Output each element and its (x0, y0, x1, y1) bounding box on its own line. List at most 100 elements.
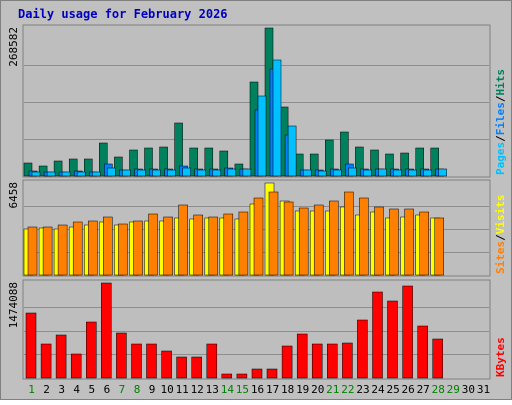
bar-sites-day-1 (27, 226, 38, 276)
bar-kbytes-day-23 (357, 319, 368, 379)
day-label-16: 16 (251, 383, 264, 396)
bar-kbytes-day-24 (372, 291, 383, 379)
bar-pages-day-23 (363, 169, 372, 177)
day-label-19: 19 (296, 383, 309, 396)
bar-pages-day-24 (378, 168, 387, 177)
legend-separator: / (494, 234, 507, 241)
bar-hits-day-22 (340, 131, 349, 177)
bar-kbytes-day-14 (221, 373, 233, 379)
bar-kbytes-day-21 (327, 343, 338, 379)
bar-sites-day-23 (359, 197, 369, 276)
bar-pages-day-18 (287, 125, 297, 177)
day-label-20: 20 (311, 383, 324, 396)
bar-hits-day-10 (159, 146, 168, 177)
bar-pages-day-10 (167, 169, 176, 177)
bar-kbytes-day-28 (432, 338, 443, 379)
bar-kbytes-day-11 (176, 356, 187, 379)
bar-kbytes-day-26 (402, 285, 413, 379)
bar-hits-day-2 (38, 165, 48, 177)
bar-hits-day-20 (309, 153, 319, 177)
bar-hits-day-26 (400, 152, 409, 177)
bar-sites-day-3 (57, 224, 68, 276)
bar-kbytes-day-13 (206, 343, 218, 379)
bar-sites-day-5 (88, 220, 98, 276)
legend-item-files: Files (494, 102, 507, 135)
bar-hits-day-8 (129, 149, 138, 177)
bar-sites-day-4 (72, 221, 83, 276)
bar-kbytes-day-16 (251, 368, 263, 379)
bar-sites-day-19 (298, 207, 309, 276)
max-label-kbytes: 1474088 (7, 282, 20, 328)
bar-sites-day-6 (103, 216, 113, 276)
bar-kbytes-day-2 (40, 343, 52, 379)
bar-hits-day-12 (189, 147, 198, 177)
bar-sites-day-16 (253, 197, 264, 276)
bar-pages-day-3 (61, 171, 71, 177)
bar-hits-day-4 (68, 158, 78, 177)
max-label-visits: 6458 (7, 182, 20, 209)
bar-sites-day-2 (42, 226, 53, 276)
bar-hits-day-1 (23, 162, 33, 177)
day-label-7: 7 (119, 383, 126, 396)
bar-sites-day-10 (163, 216, 173, 276)
bar-pages-day-5 (92, 171, 101, 177)
bar-kbytes-day-19 (296, 333, 308, 379)
day-label-3: 3 (58, 383, 65, 396)
bar-kbytes-day-27 (417, 325, 428, 379)
day-label-25: 25 (386, 383, 399, 396)
bar-sites-day-21 (329, 200, 339, 276)
day-label-18: 18 (281, 383, 294, 396)
bar-kbytes-day-7 (116, 332, 127, 379)
bar-kbytes-day-3 (55, 334, 67, 379)
bar-sites-day-12 (193, 214, 203, 276)
panel-kbytes: 1474088 KBytes (7, 279, 507, 380)
legend-item-pages: Pages (494, 142, 507, 175)
bar-hits-day-21 (325, 139, 334, 177)
chart-title: Daily usage for February 2026 (18, 7, 228, 21)
day-label-12: 12 (191, 383, 204, 396)
day-label-14: 14 (221, 383, 235, 396)
bar-pages-day-14 (227, 168, 237, 177)
bar-kbytes-day-25 (387, 300, 398, 379)
day-label-2: 2 (43, 383, 50, 396)
bar-pages-day-9 (152, 169, 161, 177)
bar-hits-day-3 (53, 160, 63, 177)
bar-sites-day-27 (419, 211, 429, 276)
bar-sites-day-11 (178, 204, 188, 276)
day-label-24: 24 (371, 383, 385, 396)
bar-pages-day-17 (272, 59, 282, 177)
bar-kbytes-day-15 (236, 373, 248, 379)
bar-hits-day-11 (174, 122, 183, 177)
day-label-1: 1 (28, 383, 35, 396)
bar-kbytes-day-10 (161, 350, 172, 379)
bar-pages-day-27 (423, 169, 432, 177)
bar-pages-day-7 (122, 169, 131, 177)
bar-pages-day-15 (242, 168, 252, 177)
day-label-30: 30 (462, 383, 475, 396)
panel-visits: 6458 Sites/Visits (7, 179, 507, 277)
bar-sites-day-24 (374, 206, 384, 276)
bar-sites-day-9 (148, 213, 158, 276)
bar-sites-day-25 (389, 208, 399, 276)
day-labels: 1 2 3 4 5 6 7 8 9 10 11 12 13 14 15 16 17 18 19 20 21 22 23 24 2… (28, 383, 490, 396)
bar-pages-day-26 (408, 169, 417, 177)
bar-hits-day-7 (114, 156, 123, 177)
bar-hits-day-28 (430, 147, 439, 177)
bar-sites-day-26 (404, 208, 414, 276)
day-label-23: 23 (356, 383, 369, 396)
bar-pages-day-16 (257, 95, 267, 177)
max-label-hits: 268582 (7, 27, 20, 67)
legend-item-kbytes: KBytes (494, 337, 507, 377)
bar-pages-day-12 (197, 169, 206, 177)
bar-pages-day-6 (107, 167, 116, 177)
day-label-17: 17 (266, 383, 279, 396)
bar-sites-day-20 (313, 204, 324, 276)
bar-pages-day-1 (31, 171, 41, 177)
bar-sites-day-18 (283, 201, 294, 276)
day-label-22: 22 (341, 383, 354, 396)
bar-sites-day-22 (344, 191, 354, 276)
legend-item-hits: Hits (494, 69, 507, 96)
bar-pages-day-19 (302, 169, 312, 177)
